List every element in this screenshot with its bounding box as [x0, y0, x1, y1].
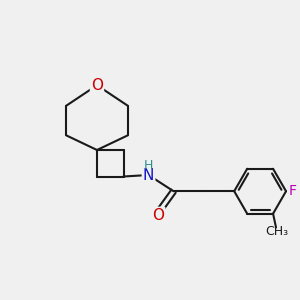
- Text: F: F: [289, 184, 296, 198]
- Text: H: H: [143, 159, 153, 172]
- Text: O: O: [91, 78, 103, 93]
- Text: CH₃: CH₃: [265, 225, 288, 238]
- Text: N: N: [143, 167, 154, 182]
- Text: O: O: [152, 208, 164, 223]
